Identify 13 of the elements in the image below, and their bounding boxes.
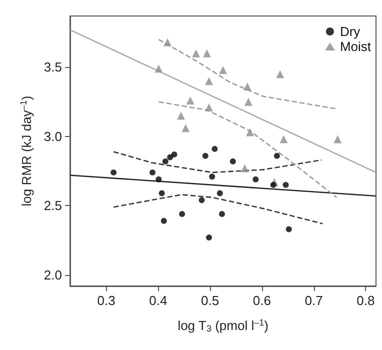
x-tick-label: 0.7 [304,293,323,308]
x-tick-label: 0.8 [356,293,375,308]
y-tick-label: 3.0 [44,128,62,144]
x-tick-label: 0.3 [97,293,116,308]
x-tick-label: 0.5 [200,293,220,308]
legend-label: Dry [340,24,361,39]
y-tick-label: 2.5 [44,198,62,214]
x-tick-label: 0.6 [252,293,271,308]
y-tick-label: 3.5 [44,60,62,75]
x-tick-label: 0.4 [149,293,168,308]
y-tick-label: 2.0 [44,267,62,282]
legend-label: Moist [340,39,372,54]
y-axis-title: log RMR (kJ day–1) [18,96,34,206]
